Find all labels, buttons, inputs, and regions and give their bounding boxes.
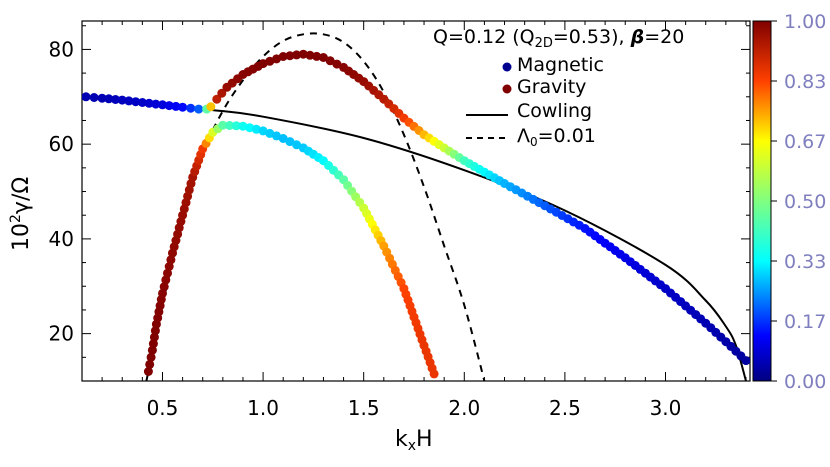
- legend-marker-gravity: [502, 84, 512, 94]
- y-label-sup: 2: [8, 214, 24, 223]
- title-prefix: Q=0.12 (Q: [433, 26, 535, 48]
- magnetic-point: [97, 93, 107, 103]
- magnetic-point: [741, 356, 750, 366]
- magnetic-point: [206, 102, 216, 112]
- colorbar-tick-label: 0.50: [784, 191, 826, 213]
- magnetic-point: [144, 98, 154, 108]
- y-tick-label: 40: [49, 227, 74, 251]
- magnetic-point: [117, 95, 127, 105]
- y-label-main: 10: [9, 223, 34, 251]
- y-tick-label: 60: [49, 132, 74, 156]
- magnetic-point: [82, 92, 91, 102]
- x-label-main: k: [395, 427, 408, 452]
- magnetic-point: [305, 50, 315, 60]
- x-axis-label: kxH: [395, 427, 433, 454]
- magnetic-point: [186, 103, 196, 113]
- legend-label-lambda: Λ0=0.01: [517, 125, 596, 149]
- y-tick-label: 20: [49, 322, 74, 346]
- gravity-point: [218, 120, 228, 130]
- x-tick-label: 3.0: [650, 396, 682, 420]
- colorbar-tick-label: 1.00: [784, 11, 826, 33]
- gravity-point: [231, 121, 241, 131]
- colorbar-tick-label: 0.00: [784, 371, 826, 393]
- x-label-rest: H: [416, 427, 433, 452]
- y-axis-label: 102γ/Ω: [8, 177, 34, 251]
- magnetic-point: [318, 53, 328, 62]
- colorbar-gradient: [752, 20, 772, 382]
- chart-title: Q=0.12 (Q2D=0.53), β=20: [433, 26, 684, 51]
- colorbar-tick-label: 0.33: [784, 251, 826, 273]
- gravity-point: [145, 359, 155, 369]
- x-tick-label: 2.0: [448, 396, 480, 420]
- x-tick-label: 0.5: [147, 396, 179, 420]
- magnetic-point: [151, 99, 161, 109]
- magnetic-point: [332, 59, 342, 69]
- tick-labels: 0.5 1.0 1.5 2.0 2.5 3.0 20 40 60 80: [49, 37, 682, 420]
- magnetic-point: [158, 100, 167, 110]
- colorbar-tick-label: 0.67: [784, 131, 826, 153]
- title-subscript: 2D: [535, 36, 553, 51]
- magnetic-point: [131, 97, 141, 107]
- title-suffix: =20: [644, 26, 684, 48]
- x-tick-label: 1.5: [348, 396, 380, 420]
- gravity-point: [285, 137, 295, 147]
- gravity-point: [159, 282, 169, 292]
- magnetic-point: [178, 102, 188, 112]
- magnetic-point: [217, 88, 227, 98]
- gravity-point: [146, 352, 156, 362]
- x-tick-label: 2.5: [549, 396, 581, 420]
- gravity-point: [143, 367, 153, 376]
- magnetic-point: [325, 56, 335, 66]
- magnetic-point: [312, 51, 322, 61]
- magnetic-point: [278, 52, 288, 61]
- lambda-curve: [145, 32, 486, 381]
- colorbar-ticks: 0.00 0.17 0.33 0.50 0.67 0.83 1.00: [771, 11, 826, 393]
- legend-lambda-main: Λ: [517, 125, 530, 147]
- magnetic-point: [124, 96, 134, 106]
- legend: Magnetic Gravity Cowling Λ0=0.01: [466, 54, 604, 149]
- gravity-point: [225, 121, 235, 130]
- legend-label-magnetic: Magnetic: [517, 54, 604, 76]
- gravity-point: [278, 134, 288, 143]
- colorbar-tick-label: 0.17: [784, 311, 826, 333]
- magnetic-point: [285, 51, 295, 61]
- magnetic-point: [171, 101, 181, 111]
- x-label-sub: x: [408, 438, 416, 454]
- colorbar-tick-label: 0.83: [784, 71, 826, 93]
- cowling-curve: [85, 95, 747, 381]
- legend-label-cowling: Cowling: [517, 100, 592, 122]
- title-beta: β: [630, 26, 645, 48]
- legend-label-gravity: Gravity: [517, 76, 586, 98]
- legend-lambda-sub: 0: [530, 135, 538, 149]
- gravity-point: [429, 369, 439, 379]
- magnetic-point: [298, 49, 308, 59]
- magnetic-point: [194, 104, 204, 114]
- magnetic-point: [292, 50, 302, 60]
- legend-lambda-rest: =0.01: [538, 125, 596, 147]
- gravity-point: [292, 140, 302, 150]
- magnetic-point: [137, 98, 147, 107]
- magnetic-point: [104, 94, 114, 104]
- y-label-rest: γ/Ω: [9, 177, 34, 214]
- gravity-point: [238, 121, 248, 131]
- magnetic-point: [212, 94, 222, 104]
- magnetic-point: [164, 101, 174, 111]
- axis-ticks: [82, 21, 750, 381]
- magnetic-point: [111, 95, 120, 104]
- title-middle: =0.53),: [553, 26, 631, 48]
- plot-layer: [82, 32, 750, 381]
- x-tick-label: 1.0: [247, 396, 279, 420]
- plot-area-frame: [81, 20, 751, 382]
- colorbar: 0.00 0.17 0.33 0.50 0.67 0.83 1.00: [752, 11, 826, 393]
- magnetic-point: [89, 93, 99, 102]
- y-tick-label: 80: [49, 37, 74, 61]
- legend-marker-magnetic: [502, 62, 512, 72]
